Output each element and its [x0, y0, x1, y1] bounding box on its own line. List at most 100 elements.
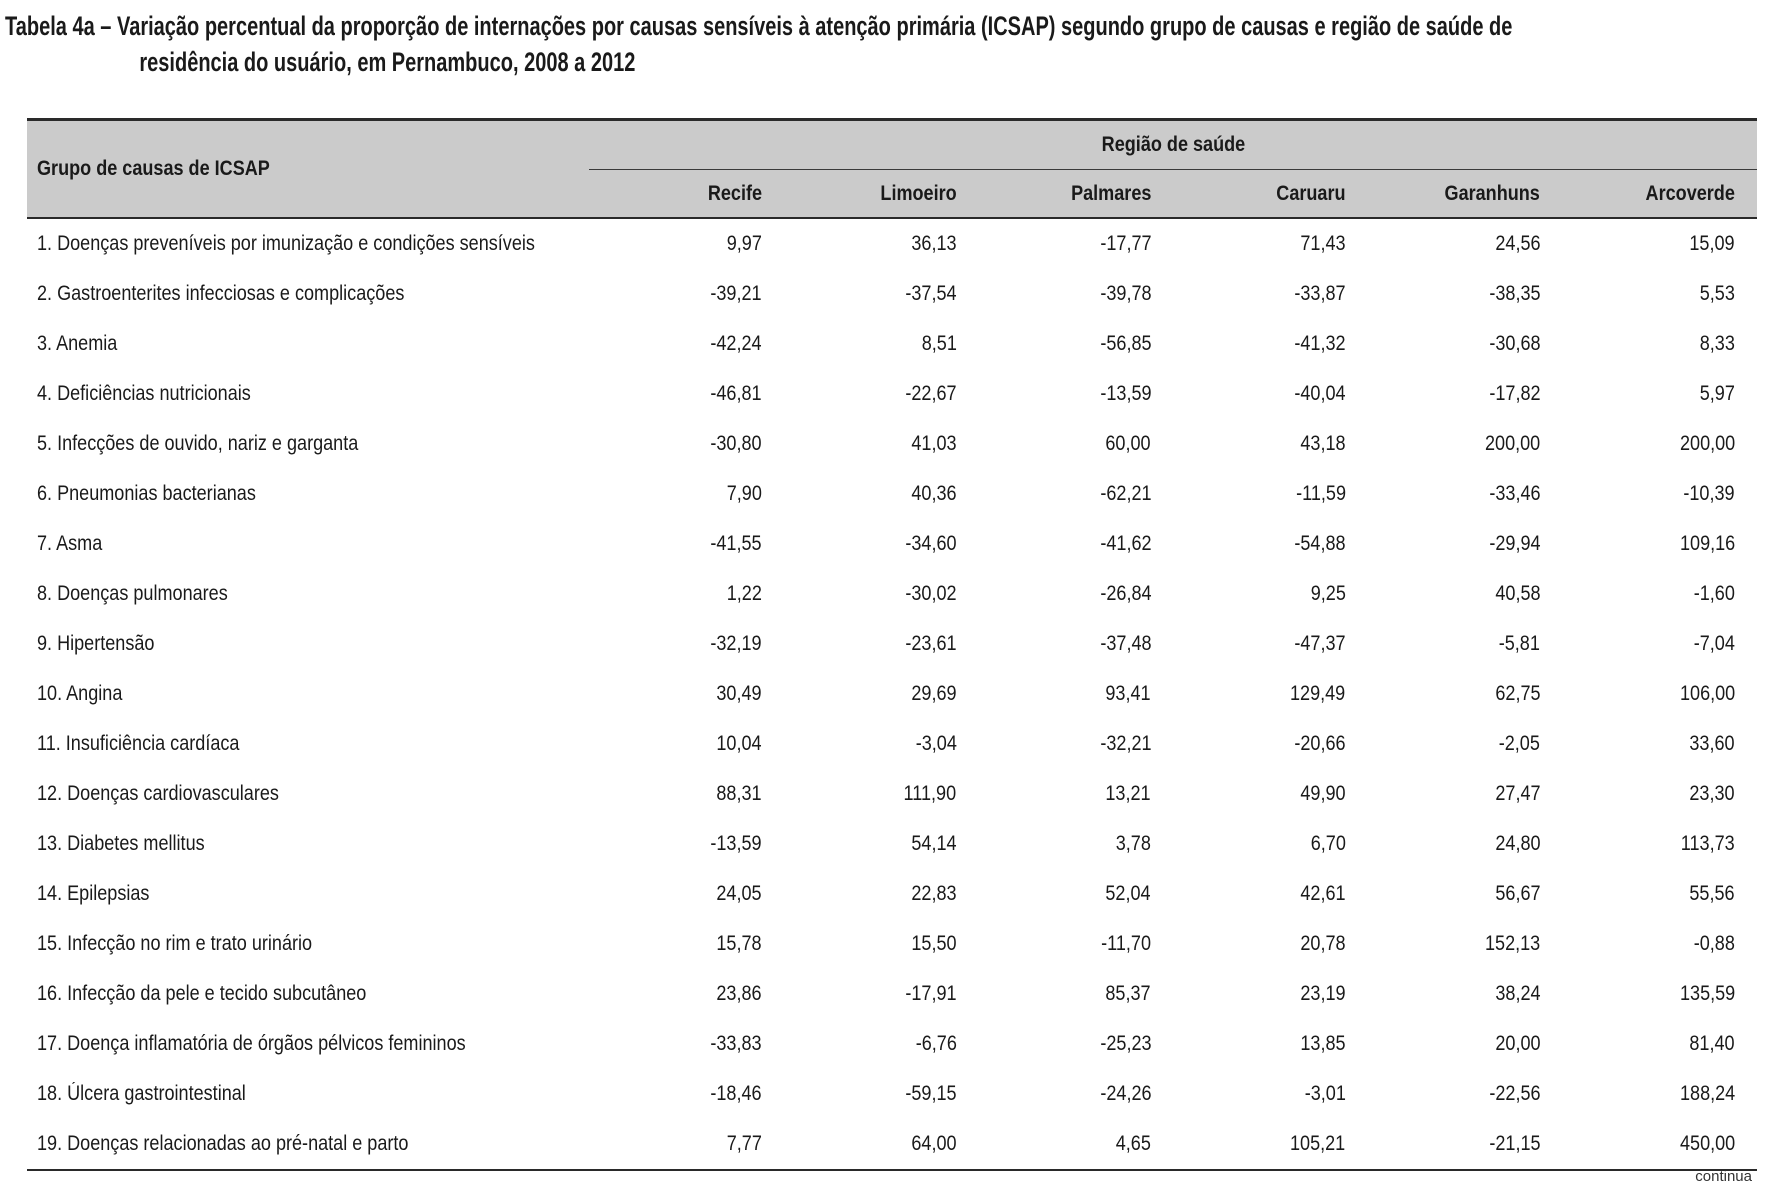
cell-value: -2,05	[1499, 732, 1541, 755]
cell-value: -33,46	[1489, 482, 1541, 505]
region-header: Região de saúde	[589, 118, 1757, 170]
cell-value: 7,77	[589, 1119, 784, 1171]
row-label: 4. Deficiências nutricionais	[37, 382, 251, 405]
table-row: 8. Doenças pulmonares 1,22 -30,02 -26,84 9,2…	[27, 569, 1757, 619]
cell-value: -30,02	[905, 582, 957, 605]
table-row: 3. Anemia -42,24 8,51 -56,85 -41,32 -30,68 8,3…	[27, 319, 1757, 369]
cell-value: 93,41	[1105, 682, 1152, 705]
cell-value: -38,35	[1489, 282, 1541, 305]
cell-value: 62,75	[1495, 682, 1541, 705]
row-label: 7. Asma	[37, 532, 103, 555]
cell-value: 4,65	[978, 1119, 1174, 1171]
cell-value: -54,88	[1294, 532, 1346, 555]
row-label: 12. Doenças cardiovasculares	[37, 782, 279, 805]
row-label: 6. Pneumonias bacterianas	[37, 482, 256, 505]
row-label: 19. Doenças relacionadas ao pré-natal e …	[27, 1119, 590, 1171]
cell-value: 3,78	[1115, 832, 1152, 855]
table-row: 11. Insuficiência cardíaca 10,04 -3,04 -32,…	[27, 719, 1757, 769]
row-label: 5. Infecções de ouvido, nariz e garganta	[37, 432, 359, 455]
cell-value: -3,04	[915, 732, 957, 755]
cell-value: 111,90	[903, 782, 957, 805]
cell-value: 200,00	[1485, 432, 1541, 455]
table-row: 4. Deficiências nutricionais -46,81 -22,67…	[27, 369, 1757, 419]
cell-value: 200,00	[1679, 432, 1735, 455]
cell-value: 9,25	[1310, 582, 1346, 605]
cell-value: 188,24	[1679, 1082, 1735, 1105]
row-label: 8. Doenças pulmonares	[37, 582, 228, 605]
cell-value: 20,00	[1495, 1032, 1541, 1055]
cell-value: -6,76	[915, 1032, 957, 1055]
cell-value: 41,03	[911, 432, 957, 455]
cell-value: -59,15	[905, 1082, 957, 1105]
cell-value: -29,94	[1489, 532, 1541, 555]
cell-value: 85,37	[1105, 982, 1152, 1005]
column-header-recife: Recife	[589, 169, 784, 219]
group-column-header: Grupo de causas de ICSAP	[27, 118, 590, 219]
cell-value: -40,04	[1294, 382, 1346, 405]
cell-value: -11,70	[1101, 932, 1152, 955]
cell-value: 55,56	[1689, 882, 1735, 905]
row-label: 10. Angina	[37, 682, 123, 705]
cell-value: 23,30	[1689, 782, 1735, 805]
table-row: 19. Doenças relacionadas ao pré-natal e …	[27, 1119, 1757, 1171]
cell-value: -34,60	[905, 532, 957, 555]
cell-value: -13,59	[1099, 382, 1152, 405]
cell-value: 10,04	[716, 732, 762, 755]
cell-value: -13,59	[710, 832, 762, 855]
cell-value: -21,15	[1367, 1119, 1563, 1171]
cell-value: -25,23	[1099, 1032, 1152, 1055]
cell-value: 8,33	[1699, 332, 1735, 355]
row-label: 16. Infecção da pele e tecido subcutâneo	[37, 982, 367, 1005]
cell-value: 20,78	[1300, 932, 1346, 955]
cell-value: -41,32	[1294, 332, 1346, 355]
column-header-row: Recife Limoeiro Palmares Caruaru Garanhuns Ar…	[27, 169, 1757, 219]
cell-value: 152,13	[1485, 932, 1541, 955]
cell-value: -10,39	[1683, 482, 1735, 505]
cell-value: -39,78	[1099, 282, 1152, 305]
cell-value: -26,84	[1099, 582, 1152, 605]
cell-value: 52,04	[1105, 882, 1152, 905]
row-label: 3. Anemia	[37, 332, 118, 355]
cell-value: -30,68	[1489, 332, 1541, 355]
cell-value: -20,66	[1294, 732, 1346, 755]
column-header-caruaru: Caruaru	[1173, 169, 1368, 219]
table-row: 15. Infecção no rim e trato urinário 15,7…	[27, 919, 1757, 969]
cell-value: 450,00	[1562, 1119, 1757, 1171]
row-label: 1. Doenças preveníveis por imunização e …	[37, 232, 535, 255]
cell-value: -18,46	[710, 1082, 762, 1105]
cell-value: 7,90	[726, 482, 762, 505]
cell-value: 71,43	[1300, 232, 1346, 255]
column-header-arcoverde: Arcoverde	[1562, 169, 1757, 219]
cell-value: 60,00	[1105, 432, 1152, 455]
cell-value: 9,97	[726, 232, 762, 255]
cell-value: 13,85	[1300, 1032, 1346, 1055]
table-row: 18. Úlcera gastrointestinal -18,46 -59,15 -…	[27, 1069, 1757, 1119]
table-header: Grupo de causas de ICSAP Região de saúde…	[27, 118, 1757, 219]
row-label: 17. Doença inflamatória de órgãos pélvic…	[37, 1032, 466, 1055]
cell-value: -17,91	[905, 982, 957, 1005]
cell-value: 113,73	[1681, 832, 1735, 855]
table-caption: Tabela 4a – Variação percentual da propo…	[5, 8, 1513, 80]
cell-value: -17,77	[1099, 232, 1152, 255]
table-row: 12. Doenças cardiovasculares 88,31 111,90 1…	[27, 769, 1757, 819]
cell-value: -33,87	[1294, 282, 1346, 305]
cell-value: -41,62	[1099, 532, 1152, 555]
table-row: 10. Angina 30,49 29,69 93,41 129,49 62,75 106,…	[27, 669, 1757, 719]
row-label: 15. Infecção no rim e trato urinário	[37, 932, 313, 955]
cell-value: 81,40	[1689, 1032, 1735, 1055]
cell-value: -47,37	[1294, 632, 1346, 655]
row-label: 13. Diabetes mellitus	[37, 832, 205, 855]
cell-value: 23,19	[1300, 982, 1346, 1005]
cell-value: -23,61	[905, 632, 957, 655]
cell-value: 36,13	[911, 232, 957, 255]
cell-value: -39,21	[710, 282, 762, 305]
cell-value: -62,21	[1099, 482, 1152, 505]
cell-value: 24,80	[1495, 832, 1541, 855]
cell-value: -42,24	[710, 332, 762, 355]
row-label: 11. Insuficiência cardíaca	[37, 732, 240, 755]
cell-value: 22,83	[911, 882, 957, 905]
table-row: 17. Doença inflamatória de órgãos pélvic…	[27, 1019, 1757, 1069]
caption-line-1: Tabela 4a – Variação percentual da propo…	[5, 11, 1513, 41]
cell-value: 135,59	[1679, 982, 1735, 1005]
table-row: 5. Infecções de ouvido, nariz e garganta…	[27, 419, 1757, 469]
